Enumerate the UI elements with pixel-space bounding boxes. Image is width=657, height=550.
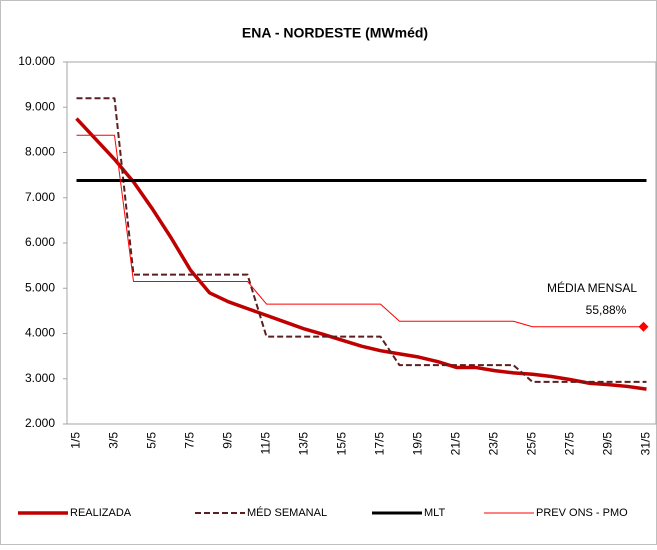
y-tick-label: 3.000 [25, 371, 55, 385]
chart-title: ENA - NORDESTE (MWméd) [242, 25, 428, 41]
x-tick-label: 15/5 [335, 432, 349, 456]
series-line [76, 134, 647, 328]
x-tick-label: 5/5 [145, 432, 159, 449]
y-tick-label: 4.000 [25, 326, 55, 340]
y-tick-label: 2.000 [25, 416, 55, 430]
x-tick-label: 13/5 [297, 432, 311, 456]
series-line [76, 97, 647, 383]
x-tick-label: 27/5 [563, 432, 577, 456]
y-tick-label: 5.000 [25, 280, 55, 294]
y-tick-label: 7.000 [25, 190, 55, 204]
y-tick-label: 8.000 [25, 145, 55, 159]
x-tick-label: 3/5 [107, 432, 121, 449]
y-tick-label: 6.000 [25, 235, 55, 249]
y-tick-label: 10.000 [18, 54, 55, 68]
legend-label: MÉD SEMANAL [247, 506, 327, 519]
x-tick-label: 25/5 [525, 432, 539, 456]
legend-label: PREV ONS - PMO [536, 507, 628, 519]
y-tick-label: 9.000 [25, 99, 55, 113]
x-tick-label: 17/5 [373, 432, 387, 456]
x-tick-label: 9/5 [221, 432, 235, 449]
x-tick-label: 11/5 [259, 432, 273, 455]
x-tick-label: 31/5 [639, 432, 653, 456]
series-line [75, 117, 647, 391]
legend-label: REALIZADA [70, 507, 132, 519]
x-tick-label: 29/5 [601, 432, 615, 456]
x-tick-label: 23/5 [487, 432, 501, 456]
x-tick-label: 21/5 [449, 432, 463, 456]
legend-label: MLT [424, 507, 445, 519]
x-tick-label: 7/5 [183, 432, 197, 449]
x-tick-label: 1/5 [69, 432, 83, 449]
marker [638, 321, 649, 332]
annotation: MÉDIA MENSAL [547, 280, 637, 295]
x-tick-label: 19/5 [411, 432, 425, 456]
annotation: 55,88% [586, 303, 627, 317]
